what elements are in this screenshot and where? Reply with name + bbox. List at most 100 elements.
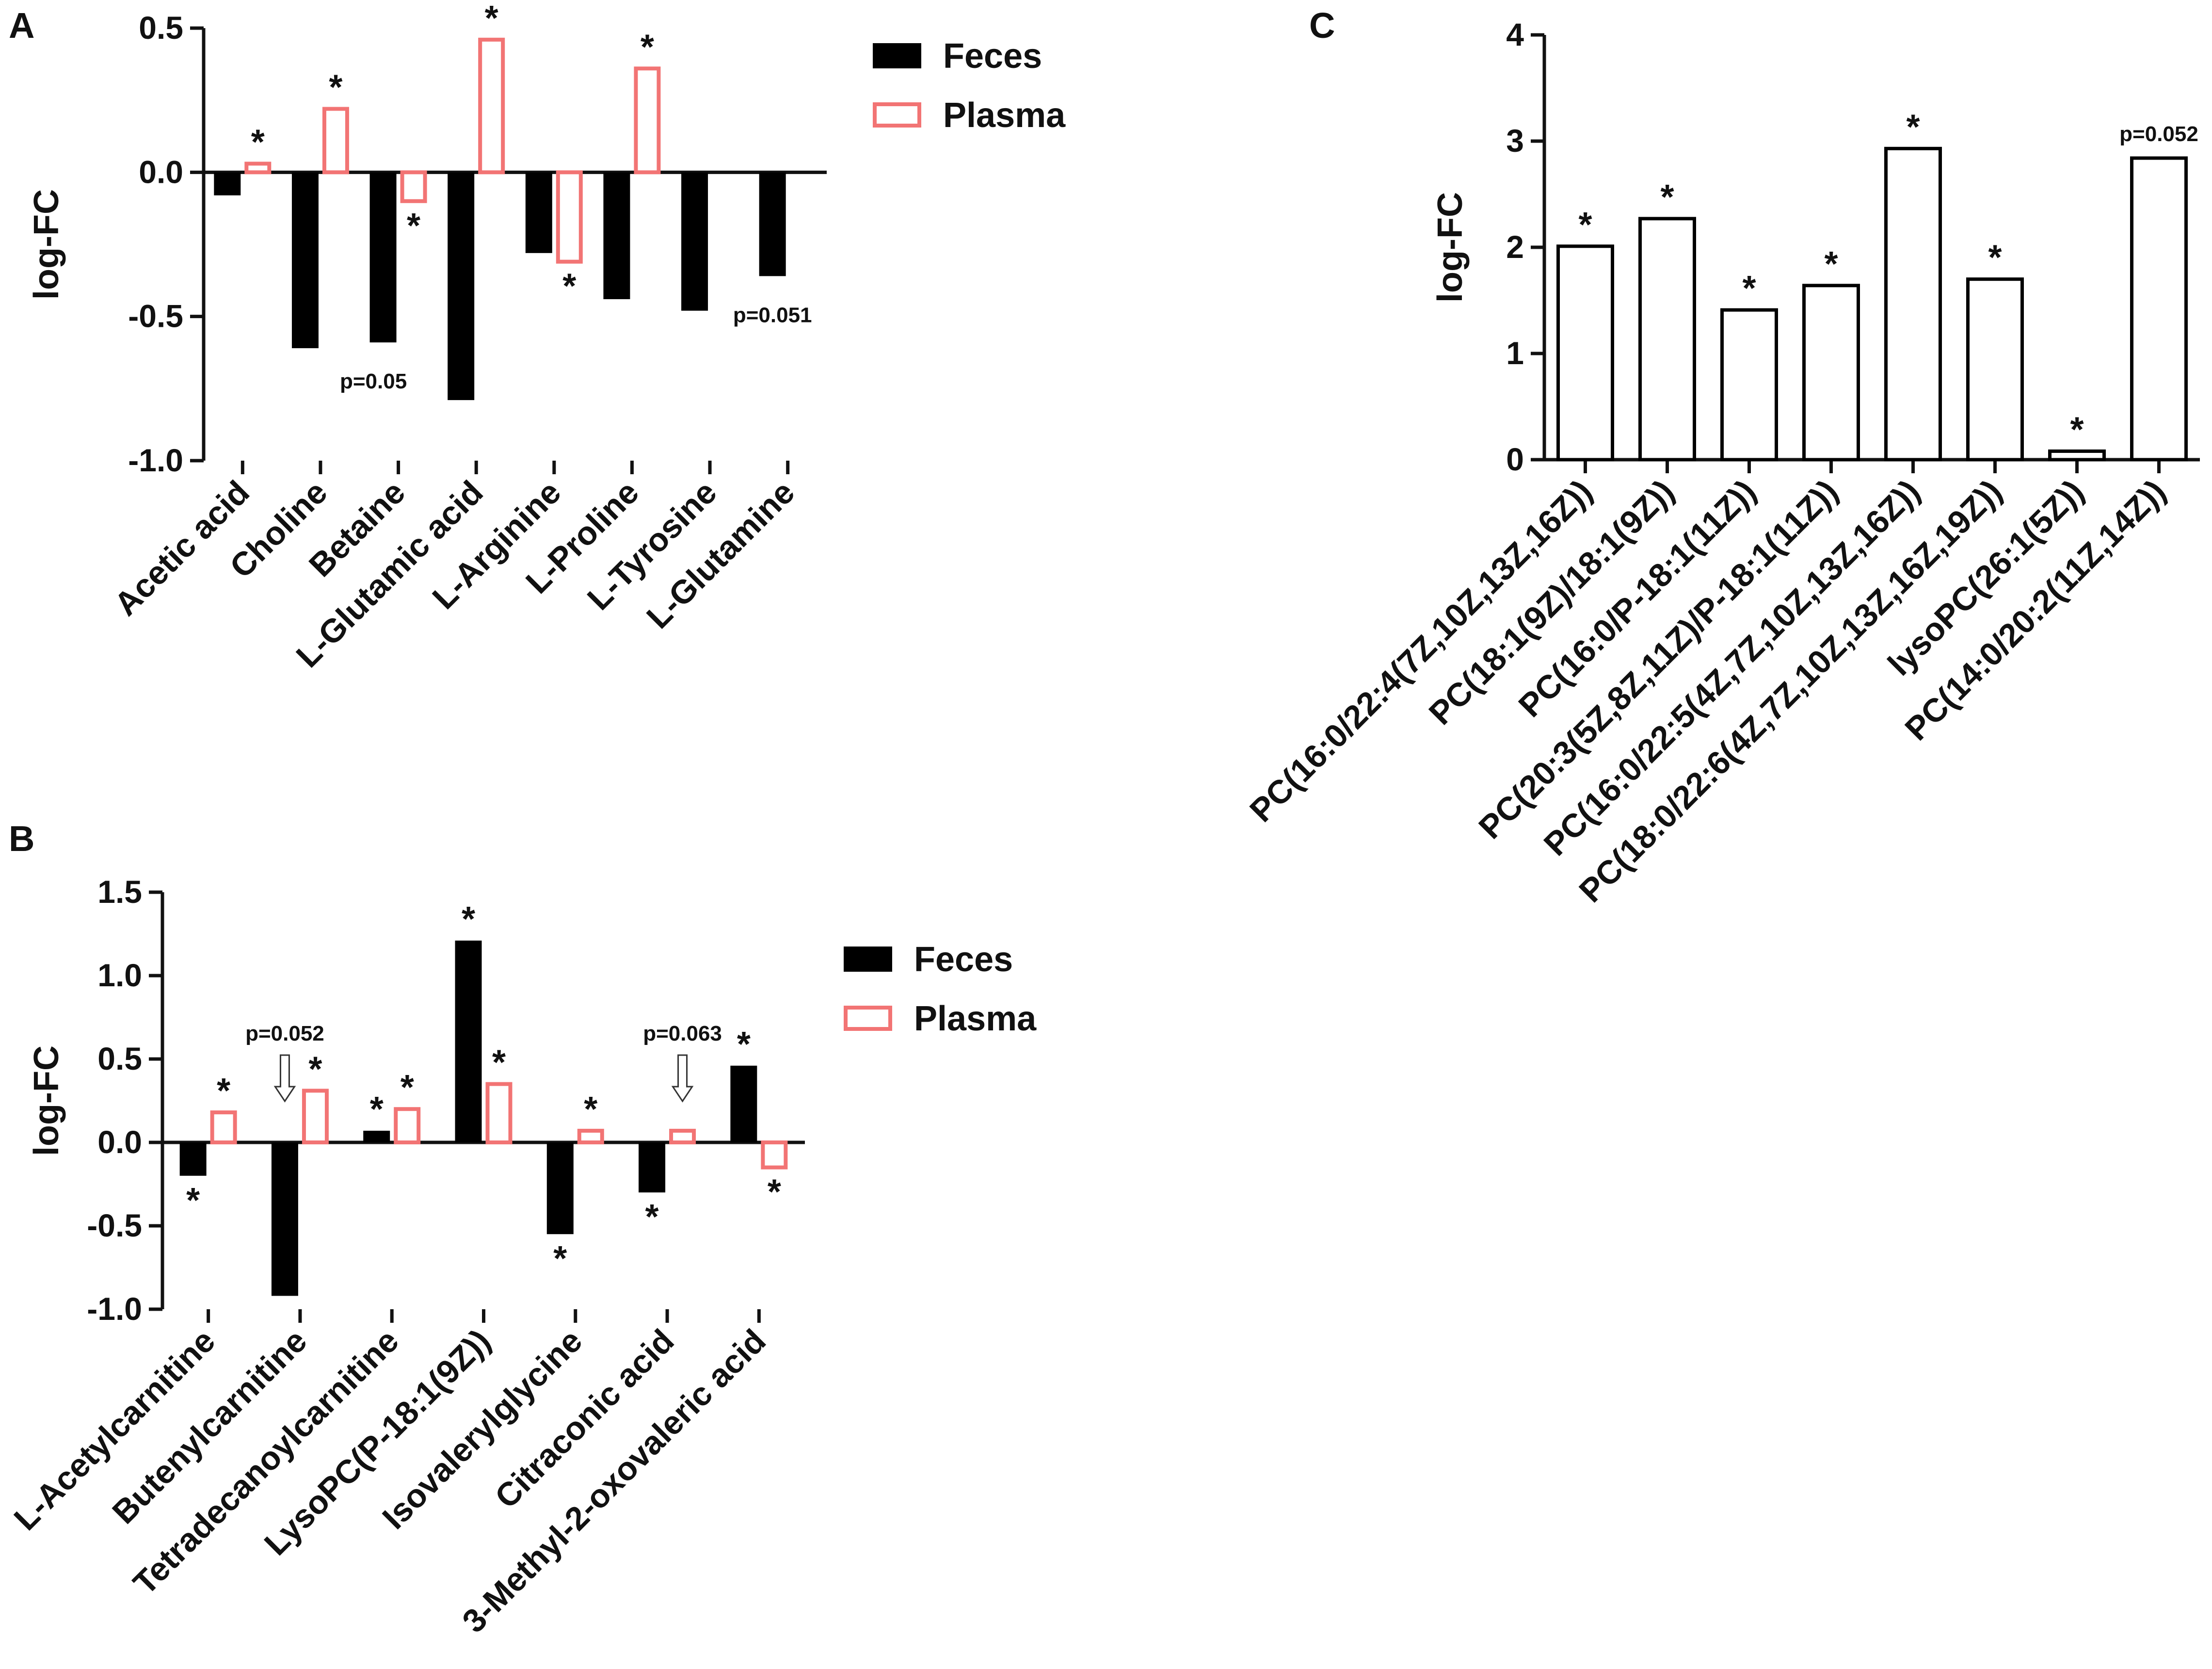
legend-label-plasma: Plasma xyxy=(943,96,1066,135)
y-tick-label: -1.0 xyxy=(87,1291,142,1327)
bar-feces-8 xyxy=(759,172,786,276)
bar-logfc-1 xyxy=(1556,244,1614,462)
bar-plasma-3 xyxy=(400,170,427,203)
significance-star: * xyxy=(584,1090,597,1129)
bar-plasma-6 xyxy=(634,66,661,175)
panel-letter-c: C xyxy=(1309,5,1335,46)
bar-feces-6 xyxy=(639,1142,666,1193)
bar-plasma-1 xyxy=(244,161,272,175)
p-value-label: p=0.052 xyxy=(2119,122,2198,146)
significance-star: * xyxy=(462,900,475,939)
significance-star: * xyxy=(407,207,420,245)
bar-feces-3 xyxy=(369,172,397,343)
legend-swatch-feces xyxy=(873,43,921,68)
bar-feces-7 xyxy=(681,172,708,311)
significance-star: * xyxy=(641,28,654,66)
y-tick-label: 0.0 xyxy=(139,154,183,190)
significance-star: * xyxy=(329,68,342,107)
bar-plasma-5 xyxy=(577,1128,604,1144)
bar-plasma-6 xyxy=(669,1128,696,1144)
p-value-label: p=0.052 xyxy=(245,1022,324,1045)
bar-logfc-2 xyxy=(1638,217,1696,462)
y-tick-label: 2 xyxy=(1506,229,1524,265)
significance-star: * xyxy=(768,1173,781,1212)
panel-letter-b: B xyxy=(9,818,34,859)
bar-plasma-4 xyxy=(478,37,505,175)
legend-label-feces: Feces xyxy=(914,940,1013,979)
bar-plasma-5 xyxy=(556,170,583,264)
y-tick-label: -0.5 xyxy=(87,1207,142,1243)
legend-swatch-plasma xyxy=(873,102,921,128)
bar-plasma-4 xyxy=(485,1082,513,1145)
bar-plasma-3 xyxy=(394,1107,421,1144)
significance-star: * xyxy=(645,1198,659,1236)
bar-feces-1 xyxy=(214,172,241,195)
legend-swatch-feces xyxy=(844,947,892,972)
bar-logfc-8 xyxy=(2130,156,2188,462)
y-axis-label: log-FC xyxy=(27,1045,66,1156)
significance-star: * xyxy=(1906,108,1920,146)
significance-star: * xyxy=(737,1025,751,1064)
significance-star: * xyxy=(1824,245,1838,284)
bar-feces-3 xyxy=(363,1130,390,1142)
bar-plasma-7 xyxy=(761,1140,788,1170)
significance-star: * xyxy=(2070,410,2084,449)
p-value-label: p=0.051 xyxy=(733,303,812,327)
legend-label-plasma: Plasma xyxy=(914,999,1037,1038)
y-tick-label: -1.0 xyxy=(128,442,183,478)
significance-star: * xyxy=(562,267,576,306)
y-axis-label: log-FC xyxy=(1431,192,1470,303)
significance-star: * xyxy=(308,1050,322,1089)
bar-logfc-7 xyxy=(2048,449,2106,462)
significance-star: * xyxy=(217,1072,230,1110)
bar-feces-1 xyxy=(179,1142,207,1176)
bar-feces-2 xyxy=(271,1142,298,1296)
bar-feces-4 xyxy=(455,940,482,1142)
significance-star: * xyxy=(553,1239,567,1278)
bar-plasma-2 xyxy=(322,107,349,175)
bar-feces-5 xyxy=(546,1142,574,1235)
significance-star: * xyxy=(1742,269,1756,308)
p-value-arrow-icon xyxy=(671,1054,694,1103)
y-tick-label: 4 xyxy=(1506,16,1524,52)
panel-c-chart: Clog-FC43210PC(16:0/22:4(7Z,10Z,13Z,16Z)… xyxy=(1243,5,2200,910)
bar-logfc-6 xyxy=(1966,277,2024,462)
significance-star: * xyxy=(251,123,265,161)
p-value-label: p=0.05 xyxy=(340,369,407,393)
y-tick-label: 0.0 xyxy=(97,1124,142,1160)
y-axis-label: log-FC xyxy=(27,189,66,300)
bar-feces-2 xyxy=(291,172,319,349)
y-tick-label: -0.5 xyxy=(128,298,183,334)
bar-logfc-3 xyxy=(1720,308,1778,462)
bar-plasma-2 xyxy=(302,1089,329,1145)
significance-star: * xyxy=(370,1090,384,1129)
y-tick-label: 0.5 xyxy=(97,1041,142,1076)
legend-label-feces: Feces xyxy=(943,37,1042,76)
significance-star: * xyxy=(1988,239,2002,277)
bar-feces-4 xyxy=(448,172,475,401)
y-tick-label: 3 xyxy=(1506,123,1524,159)
x-tick-label: PC(16:0/22:5(4Z,7Z,10Z,13Z,16Z)) xyxy=(1537,473,1927,863)
significance-star: * xyxy=(1578,206,1592,244)
legend-swatch-plasma xyxy=(844,1006,892,1031)
significance-star: * xyxy=(492,1043,506,1082)
significance-star: * xyxy=(186,1181,200,1220)
significance-star: * xyxy=(485,0,498,38)
y-tick-label: 1.0 xyxy=(97,957,142,993)
panel-b-chart: Blog-FC1.51.00.50.0-0.5-1.0L-Acetylcarni… xyxy=(7,818,1037,1640)
bar-feces-6 xyxy=(603,172,630,299)
significance-star: * xyxy=(401,1068,414,1107)
panel-letter-a: A xyxy=(9,5,34,46)
bar-plasma-1 xyxy=(210,1110,237,1145)
bar-logfc-4 xyxy=(1802,284,1860,462)
y-tick-label: 0 xyxy=(1506,441,1524,477)
bar-feces-5 xyxy=(525,172,552,253)
y-tick-label: 1.5 xyxy=(97,874,142,910)
p-value-label: p=0.063 xyxy=(643,1022,722,1045)
significance-star: * xyxy=(1660,178,1674,217)
p-value-arrow-icon xyxy=(273,1054,296,1103)
y-tick-label: 1 xyxy=(1506,335,1524,371)
bar-feces-7 xyxy=(730,1065,757,1142)
